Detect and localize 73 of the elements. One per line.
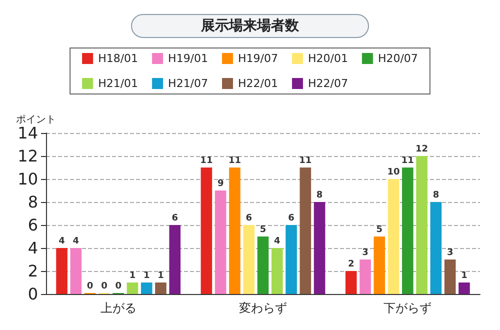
bar xyxy=(140,282,152,294)
bar xyxy=(360,260,371,294)
bar xyxy=(388,179,400,294)
bar xyxy=(416,156,428,294)
data-label: 11 xyxy=(200,156,213,166)
bar xyxy=(402,168,414,294)
data-label: 6 xyxy=(288,214,294,224)
data-label: 4 xyxy=(274,236,280,246)
data-label: 8 xyxy=(316,190,323,200)
data-label: 0 xyxy=(115,282,122,292)
bar xyxy=(271,248,283,294)
bar xyxy=(229,168,240,294)
legend-label: H21/01 xyxy=(98,77,138,90)
bar xyxy=(243,225,255,294)
legend-label: H20/01 xyxy=(308,52,348,65)
bar xyxy=(374,236,386,294)
y-tick-label: 12 xyxy=(18,146,38,166)
bar xyxy=(56,248,68,294)
y-tick-label: 6 xyxy=(28,216,38,234)
legend-label: H22/07 xyxy=(308,77,348,90)
data-label: 12 xyxy=(416,144,428,154)
data-label: 4 xyxy=(58,236,65,246)
bar xyxy=(345,271,357,294)
bar xyxy=(214,190,226,294)
legend-label: H20/07 xyxy=(378,52,418,65)
bar xyxy=(169,225,181,294)
data-label: 1 xyxy=(129,271,136,281)
x-tick-label: 変わらず xyxy=(239,301,287,315)
data-label: 11 xyxy=(228,156,241,166)
bar xyxy=(126,282,138,294)
data-label: 5 xyxy=(376,225,383,235)
legend-label: H21/07 xyxy=(168,77,208,90)
bar xyxy=(70,248,82,294)
legend-label: H22/01 xyxy=(238,77,278,90)
y-axis-title: ポイント xyxy=(16,114,56,126)
y-tick-label: 2 xyxy=(28,262,38,280)
data-label: 1 xyxy=(158,271,164,281)
legend-label: H18/01 xyxy=(98,52,138,65)
y-tick-label: 14 xyxy=(18,124,38,142)
legend-label: H19/01 xyxy=(168,52,208,65)
bar xyxy=(300,168,312,294)
data-label: 11 xyxy=(401,156,414,166)
data-label: 1 xyxy=(461,271,468,281)
data-label: 5 xyxy=(260,225,266,235)
legend-label: H19/07 xyxy=(238,52,278,65)
data-label: 3 xyxy=(362,248,368,258)
bar xyxy=(314,202,326,294)
data-label: 3 xyxy=(446,248,454,258)
data-label: 0 xyxy=(101,282,108,292)
data-label: 4 xyxy=(72,236,80,246)
bar xyxy=(200,168,212,294)
bar xyxy=(286,225,297,294)
y-tick-label: 10 xyxy=(18,170,38,188)
data-label: 6 xyxy=(246,214,252,224)
data-label: 11 xyxy=(299,156,312,166)
data-label: 2 xyxy=(348,260,354,270)
data-label: 8 xyxy=(432,190,440,200)
y-tick-label: 4 xyxy=(28,238,38,258)
bar xyxy=(155,282,166,294)
bar xyxy=(444,260,456,294)
y-tick-label: 0 xyxy=(28,284,38,304)
bar xyxy=(430,202,442,294)
x-tick-label: 上がる xyxy=(100,301,136,315)
data-label: 9 xyxy=(217,179,224,189)
bar xyxy=(458,282,470,294)
data-label: 6 xyxy=(172,214,178,224)
y-tick-label: 8 xyxy=(28,192,38,212)
chart-title: 展示場来場者数 xyxy=(200,18,300,34)
data-label: 0 xyxy=(86,282,94,292)
x-tick-label: 下がらず xyxy=(384,301,432,315)
data-label: 10 xyxy=(387,168,400,178)
data-label: 1 xyxy=(143,271,150,281)
bar xyxy=(257,236,269,294)
